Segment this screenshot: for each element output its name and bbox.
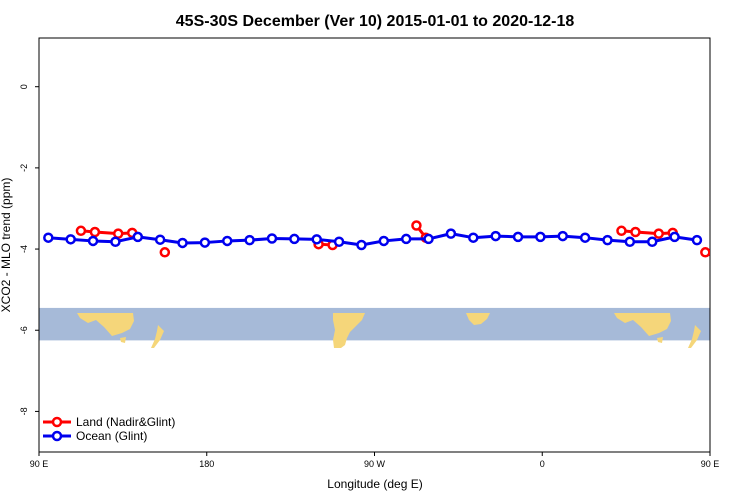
data-series bbox=[43, 220, 710, 258]
land-data-point bbox=[653, 228, 664, 239]
ocean-data-point bbox=[154, 234, 166, 245]
ocean-data-point bbox=[87, 235, 99, 247]
y-tick-label: 0 bbox=[19, 84, 29, 89]
ocean-data-point bbox=[646, 236, 658, 248]
x-tick-label: 90 E bbox=[701, 459, 720, 469]
y-axis: 0 -2 -4 -6 -8 bbox=[19, 84, 39, 415]
legend-land-label: Land (Nadir&Glint) bbox=[76, 415, 175, 429]
ocean-data-point bbox=[602, 234, 613, 246]
ocean-data-point bbox=[669, 231, 680, 243]
ocean-data-point bbox=[289, 233, 300, 245]
ocean-data-point bbox=[177, 237, 188, 249]
map-ocean bbox=[39, 307, 710, 341]
y-tick-label: -6 bbox=[19, 326, 29, 334]
australia-landmass-repeat bbox=[614, 313, 671, 336]
ocean-data-point bbox=[311, 234, 322, 245]
ocean-data-point bbox=[110, 236, 121, 248]
world-map-strip bbox=[39, 307, 710, 348]
x-axis: 90 E 180 90 W 0 90 E bbox=[30, 452, 720, 469]
y-axis-label: XCO2 - MLO trend (ppm) bbox=[0, 178, 13, 313]
ocean-data-point bbox=[43, 232, 54, 243]
legend-land-marker bbox=[51, 416, 63, 428]
tasmania-landmass-repeat bbox=[657, 337, 663, 343]
ocean-data-point bbox=[624, 236, 636, 248]
ocean-data-point bbox=[423, 233, 434, 245]
land-series-line bbox=[621, 229, 673, 236]
ocean-data-point bbox=[356, 239, 367, 251]
new-zealand-landmass-repeat bbox=[688, 325, 701, 348]
x-tick-label: 180 bbox=[199, 459, 214, 469]
ocean-data-point bbox=[222, 235, 233, 247]
new-zealand-landmass bbox=[151, 325, 164, 348]
ocean-data-point bbox=[535, 231, 546, 243]
australia-landmass bbox=[77, 313, 134, 336]
ocean-data-point bbox=[445, 228, 457, 239]
x-tick-label: 90 E bbox=[30, 459, 49, 469]
x-tick-label: 0 bbox=[540, 459, 545, 469]
ocean-data-point bbox=[490, 230, 501, 242]
ocean-data-point bbox=[691, 234, 703, 246]
ocean-data-point bbox=[378, 235, 390, 247]
ocean-data-point bbox=[512, 231, 524, 243]
land-data-point bbox=[112, 228, 124, 239]
tasmania-landmass bbox=[120, 337, 126, 343]
land-data-point bbox=[159, 247, 171, 258]
y-tick-label: -8 bbox=[19, 407, 29, 415]
ocean-data-point bbox=[199, 237, 211, 248]
south-america-landmass bbox=[333, 313, 365, 348]
y-tick-label: -4 bbox=[19, 245, 29, 253]
legend-ocean-marker bbox=[51, 430, 63, 442]
ocean-data-point bbox=[333, 236, 345, 248]
x-axis-label: Longitude (deg E) bbox=[327, 477, 422, 491]
land-data-point bbox=[411, 220, 422, 231]
ocean-data-point bbox=[132, 231, 144, 243]
legend: Land (Nadir&Glint) Ocean (Glint) bbox=[43, 415, 175, 443]
land-data-point bbox=[616, 225, 627, 237]
y-tick-label: -2 bbox=[19, 164, 29, 172]
ocean-data-point bbox=[244, 234, 255, 246]
ocean-data-point bbox=[557, 230, 569, 242]
x-tick-label: 90 W bbox=[364, 459, 386, 469]
land-data-point bbox=[75, 225, 87, 237]
ocean-data-point bbox=[266, 233, 278, 244]
land-data-point bbox=[630, 226, 641, 238]
ocean-data-point bbox=[400, 233, 412, 245]
south-africa-landmass bbox=[466, 313, 490, 325]
land-data-point bbox=[89, 226, 101, 238]
land-series-line bbox=[80, 229, 133, 236]
land-data-point bbox=[700, 247, 710, 258]
chart-title: 45S-30S December (Ver 10) 2015-01-01 to … bbox=[176, 13, 575, 30]
legend-ocean-label: Ocean (Glint) bbox=[76, 429, 147, 443]
ocean-data-point bbox=[468, 232, 479, 243]
ocean-data-point bbox=[65, 234, 76, 245]
ocean-data-point bbox=[579, 232, 591, 243]
